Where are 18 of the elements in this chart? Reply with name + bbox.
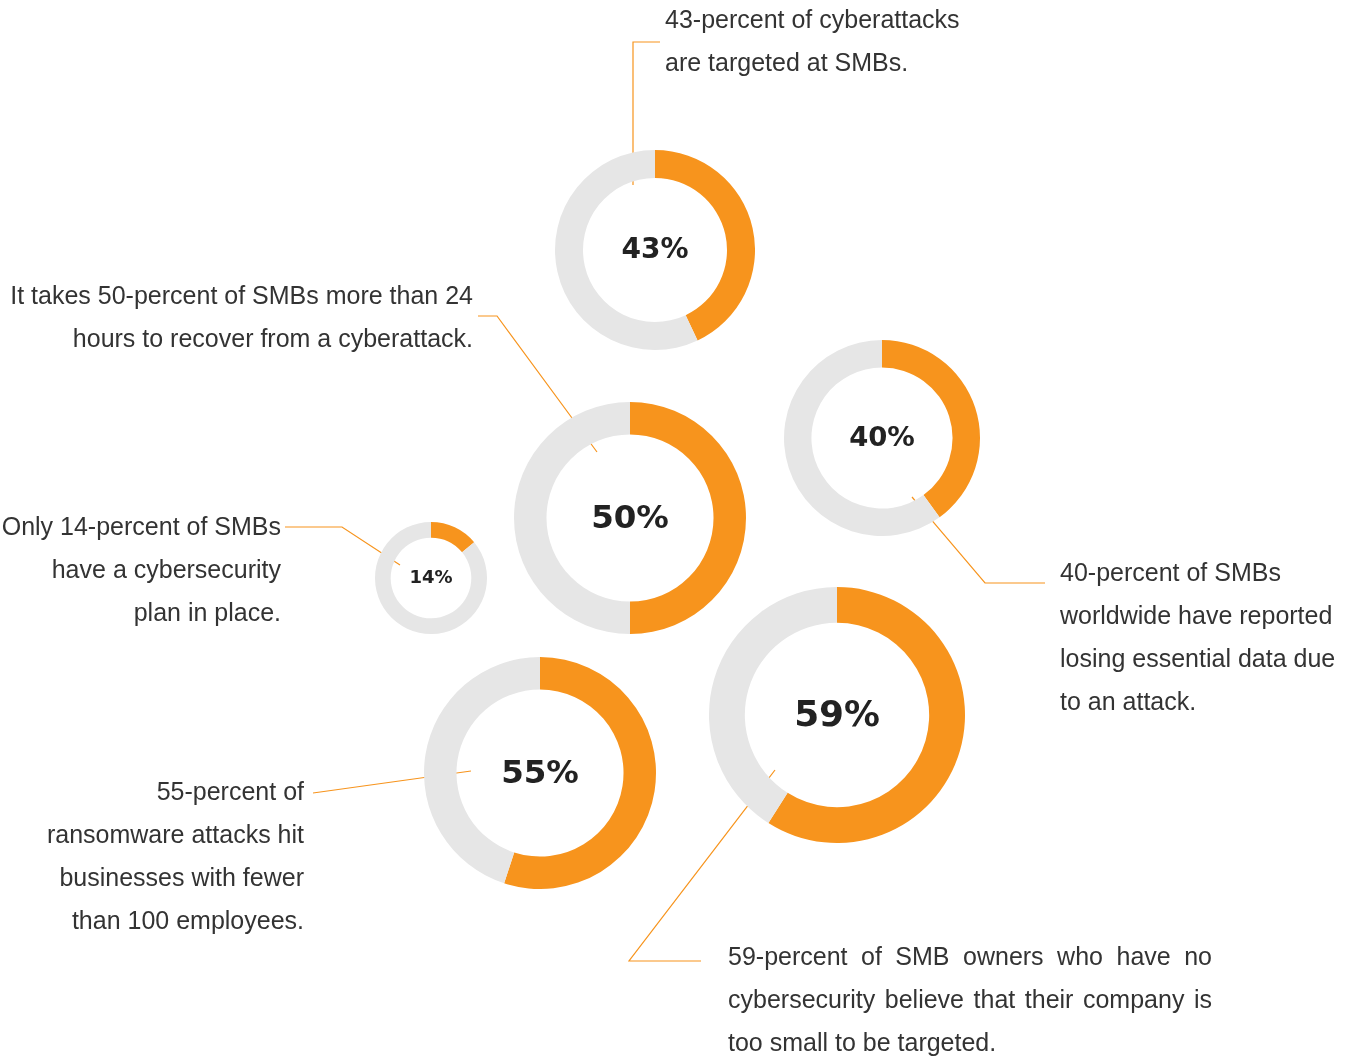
text: 40-percent of SMBs worldwide have reported losing essential data due to an attack. xyxy=(1060,557,1337,717)
donut-slice xyxy=(768,587,965,843)
data-label: 43% xyxy=(621,232,689,265)
text: It takes 50-percent of SMBs more than 24 hours to recover from a cyberattack. xyxy=(9,280,473,354)
donut-slice xyxy=(375,522,487,634)
data-label: 50% xyxy=(591,498,669,536)
text: 59-percent of SMB owners who have no cybersecurity believe that their company is too small to be targeted. xyxy=(728,941,1212,1057)
text: Only 14-percent of SMBs have a cybersecurity plan in place. xyxy=(0,511,281,628)
donut-slice xyxy=(431,522,475,553)
data-label: 14% xyxy=(409,566,453,587)
donut-slice xyxy=(504,657,656,889)
data-label: 59% xyxy=(794,693,880,734)
data-label: 55% xyxy=(501,753,579,791)
data-label: 40% xyxy=(849,421,915,452)
donut-slice xyxy=(555,150,698,350)
donut-slice xyxy=(784,340,940,536)
text: 55-percent of ransomware attacks hit businesses with fewer than 100 employees. xyxy=(45,776,304,936)
text: 43-percent of cyberattacks are targeted at SMBs. xyxy=(665,4,961,78)
